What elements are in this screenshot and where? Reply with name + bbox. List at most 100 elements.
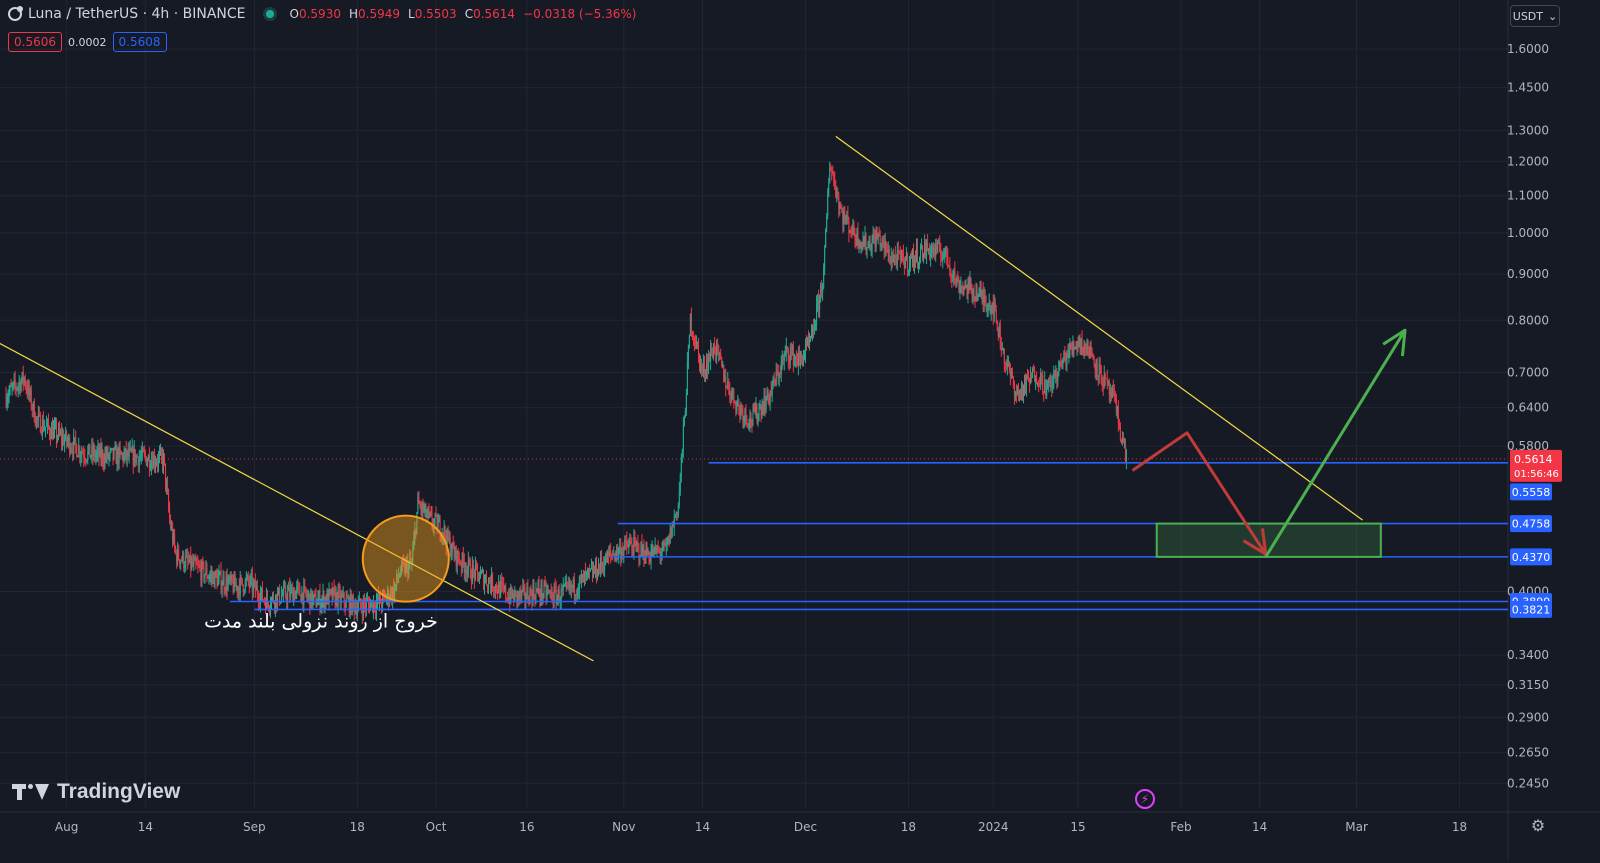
candle-body (735, 403, 737, 412)
buy-price-button[interactable]: 0.5608 (112, 32, 167, 52)
candle (566, 581, 568, 590)
candle (743, 415, 745, 430)
candle-body (483, 580, 485, 588)
candle (285, 581, 287, 600)
candle-body (782, 359, 784, 361)
candle (635, 537, 637, 552)
candle (290, 580, 292, 601)
candle-body (71, 449, 73, 451)
x-tick-label: Nov (612, 820, 635, 834)
candle (44, 426, 46, 438)
candle-body (1018, 391, 1020, 394)
candle-body (105, 453, 107, 458)
ohlc-values: O0.5930 H0.5949 L0.5503 C0.5614 −0.0318 … (290, 7, 637, 21)
candle (1054, 369, 1056, 379)
candle-body (251, 575, 253, 592)
candle (1045, 379, 1047, 399)
candle-body (511, 587, 513, 597)
luna-symbol-icon[interactable] (8, 6, 23, 21)
candle (595, 557, 597, 579)
candle-body (609, 551, 611, 556)
candle (154, 455, 156, 474)
candle-body (907, 269, 909, 271)
candle (1003, 348, 1005, 372)
candle (50, 421, 52, 440)
candle (901, 249, 903, 262)
candle-body (1036, 377, 1038, 384)
candle (875, 226, 877, 252)
x-tick-label: 14 (695, 820, 710, 834)
currency-select[interactable]: USDT ⌄ (1510, 5, 1560, 27)
candle-body (715, 351, 717, 356)
candle-body (908, 263, 910, 270)
candle-body (970, 280, 972, 285)
candle (847, 205, 849, 225)
candle (5, 386, 7, 409)
candle (1008, 360, 1010, 374)
candle (899, 245, 901, 268)
candle-body (160, 450, 162, 456)
candle (304, 579, 306, 593)
level-price-label: 0.4758 (1510, 515, 1552, 533)
candle (571, 584, 573, 593)
candle (18, 374, 20, 395)
candle (775, 362, 777, 387)
candle (1103, 365, 1105, 389)
tradingview-logo[interactable]: TradingView (12, 780, 180, 804)
candle (98, 443, 100, 467)
candle-body (561, 588, 563, 591)
candle (291, 584, 293, 594)
candle-body (465, 569, 467, 575)
candle (1076, 340, 1078, 356)
sell-price-button[interactable]: 0.5606 (8, 32, 62, 52)
candle-body (294, 592, 296, 599)
candle-body (1087, 339, 1089, 356)
gear-icon[interactable]: ⚙ (1530, 816, 1546, 835)
candle-body (274, 602, 276, 608)
candle (951, 273, 953, 289)
candle (478, 571, 480, 585)
candle-body (480, 571, 482, 573)
candle-body (948, 265, 950, 267)
candle (676, 511, 678, 521)
candle-body (612, 554, 614, 556)
candle-body (148, 455, 150, 469)
candle-body (43, 428, 45, 431)
candle (677, 502, 679, 518)
symbol-title[interactable]: Luna / TetherUS · 4h · BINANCE (28, 6, 246, 22)
candle (1028, 370, 1030, 383)
candle (78, 437, 80, 458)
candle (13, 372, 15, 390)
candle-body (686, 361, 688, 395)
candle-body (277, 593, 279, 606)
candle-body (979, 288, 981, 290)
candle-body (287, 591, 289, 602)
candle-body (246, 575, 248, 579)
candle (1089, 341, 1091, 359)
candle (1041, 372, 1043, 385)
candle (578, 575, 580, 600)
candle-body (812, 326, 814, 333)
lightning-icon[interactable]: ⚡ (1135, 789, 1155, 809)
candle-body (135, 455, 137, 463)
candle (238, 578, 240, 603)
candle-body (70, 449, 72, 453)
candle (486, 570, 488, 586)
candle-body (678, 491, 680, 505)
candle-body (967, 281, 969, 296)
candle-body (724, 376, 726, 381)
candle (33, 398, 35, 423)
candle-body (357, 602, 359, 609)
candle-body (976, 289, 978, 301)
candle-body (384, 593, 386, 596)
candle (233, 570, 235, 593)
candle-body (20, 380, 22, 391)
candle-body (655, 544, 657, 553)
candle-body (1008, 362, 1010, 370)
candle-body (474, 564, 476, 580)
candle-body (460, 563, 462, 568)
candle-body (285, 586, 287, 597)
x-tick-label: 18 (350, 820, 365, 834)
